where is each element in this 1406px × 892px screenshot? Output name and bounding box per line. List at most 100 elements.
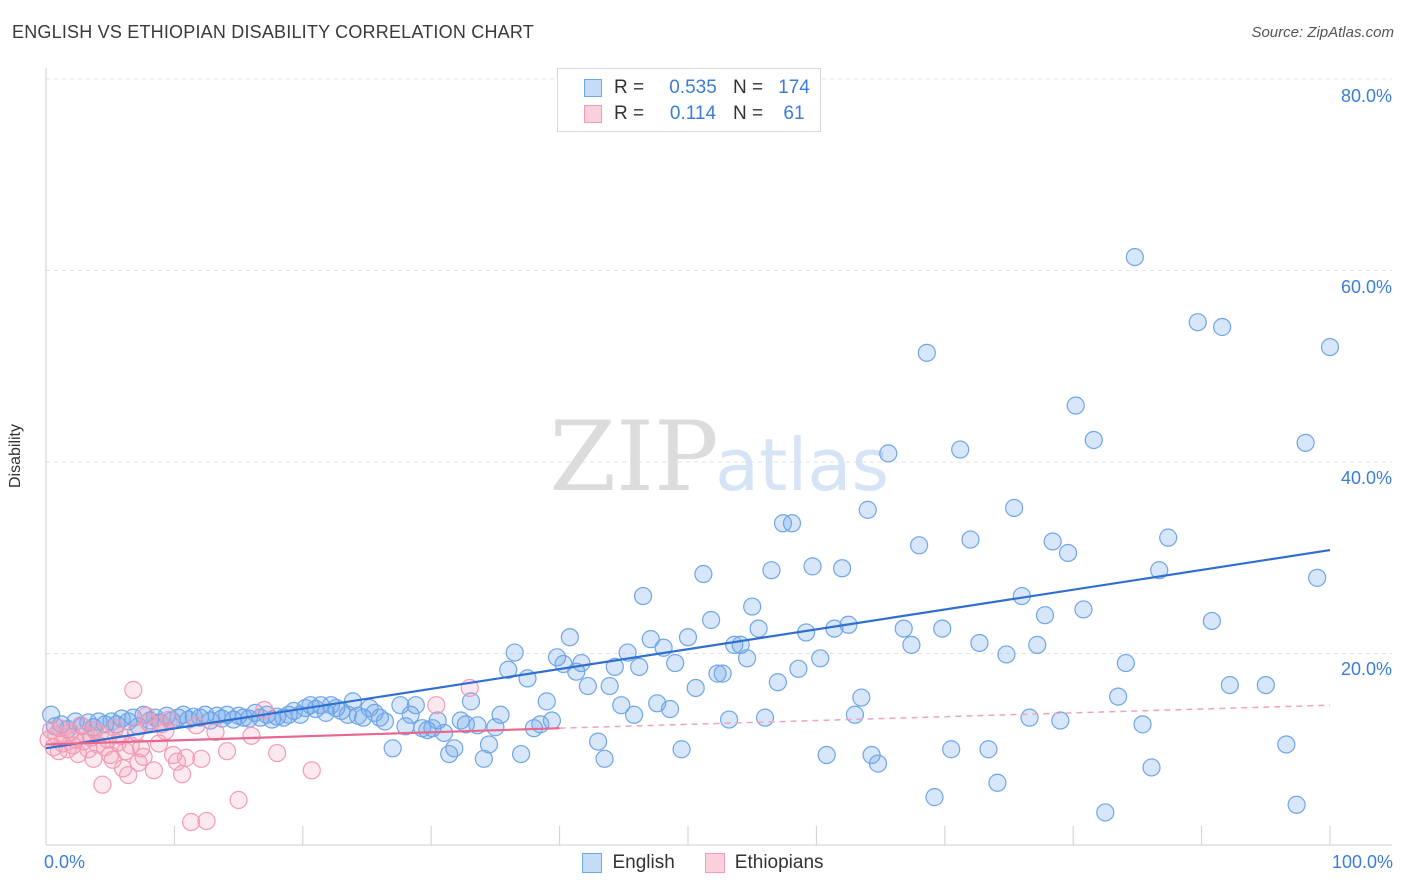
ethiopian-point — [206, 722, 225, 742]
english-point — [505, 643, 524, 662]
english-point — [894, 619, 913, 638]
english-point — [979, 740, 998, 759]
legend-row-ethiopians: R = 0.114 N = 61 — [584, 103, 820, 125]
n-value-english: 174 — [778, 77, 810, 98]
english-point — [951, 440, 970, 459]
legend-label-ethiopians: Ethiopians — [734, 852, 824, 873]
ethiopian-point — [192, 749, 211, 768]
english-point — [845, 705, 865, 724]
y-tick-label-80: 80.0% — [1340, 86, 1392, 106]
english-point — [572, 653, 591, 673]
english-point — [852, 688, 871, 707]
english-point — [660, 699, 680, 719]
english-point — [406, 696, 425, 715]
english-point — [1058, 543, 1078, 563]
english-point — [970, 633, 989, 653]
english-point — [988, 773, 1007, 792]
english-point — [537, 692, 556, 711]
english-point — [743, 597, 762, 616]
ethiopian-point — [302, 761, 321, 780]
english-point — [1125, 247, 1144, 267]
english-point — [589, 732, 608, 751]
ethiopian-point — [51, 719, 70, 738]
english-point — [768, 673, 787, 692]
english-point — [491, 705, 510, 724]
y-tick-label-40: 40.0% — [1340, 468, 1392, 488]
watermark-atlas: atlas — [715, 423, 889, 507]
english-point — [474, 749, 493, 768]
ethiopian-point — [134, 747, 153, 767]
english-point — [1142, 758, 1161, 777]
ethiopian-point — [229, 790, 248, 810]
legend-item-english[interactable]: English — [582, 852, 675, 874]
english-point — [401, 705, 420, 724]
ethiopian-point — [129, 753, 148, 772]
english-point — [605, 657, 624, 677]
english-point — [858, 500, 877, 519]
legend-label-english: English — [612, 852, 675, 873]
english-point — [595, 749, 614, 768]
english-point — [1320, 338, 1340, 357]
english-point — [832, 559, 852, 578]
english-point — [997, 645, 1016, 664]
english-point — [925, 788, 944, 807]
english-point — [942, 740, 961, 759]
english-point — [547, 648, 567, 667]
ethiopian-point — [217, 742, 237, 761]
series-legend: English Ethiopians — [0, 852, 1406, 874]
english-point — [440, 744, 459, 764]
english-point — [782, 514, 802, 533]
ethiopian-point — [176, 748, 196, 767]
english-point — [461, 692, 481, 711]
english-point — [666, 653, 685, 673]
english-point — [445, 739, 464, 758]
ethiopian-point — [93, 775, 112, 794]
english-point — [702, 610, 721, 630]
n-label: N = — [732, 103, 764, 124]
english-point — [755, 708, 775, 727]
english-point — [1150, 561, 1169, 580]
english-point — [542, 711, 561, 730]
english-point — [1084, 430, 1103, 450]
english-point — [678, 628, 698, 647]
english-point — [789, 659, 808, 678]
chart-title: ENGLISH VS ETHIOPIAN DISABILITY CORRELAT… — [12, 22, 534, 42]
english-point — [624, 705, 644, 724]
english-point — [1213, 317, 1232, 337]
ethiopian-point — [197, 811, 216, 831]
english-point — [1256, 675, 1275, 695]
english-point — [811, 649, 830, 668]
ethiopian-point — [427, 696, 446, 715]
ethiopian-point — [124, 680, 143, 699]
english-point — [1202, 611, 1221, 631]
legend-item-ethiopians[interactable]: Ethiopians — [704, 852, 824, 874]
english-point — [1109, 687, 1128, 706]
english-point — [713, 664, 732, 683]
y-tick-label-60: 60.0% — [1340, 277, 1392, 297]
english-point — [672, 740, 691, 759]
english-point — [1028, 635, 1047, 654]
english-point — [641, 630, 660, 649]
source-label: Source: ZipAtlas.com — [1251, 24, 1394, 41]
r-value-english: 0.535 — [669, 77, 717, 98]
x-tick-label-min: 0.0% — [44, 852, 86, 872]
english-point — [1188, 313, 1207, 332]
ethiopian-point — [119, 766, 138, 785]
english-point — [686, 678, 705, 698]
english-point — [1005, 498, 1024, 518]
english-point — [612, 696, 631, 715]
english-point — [511, 744, 531, 764]
r-value-ethiopians: 0.114 — [669, 103, 717, 124]
english-point — [910, 536, 929, 555]
english-point — [1296, 433, 1315, 452]
correlation-legend: R = 0.535 N = 174 R = 0.114 N = 61 — [557, 68, 821, 132]
english-point — [961, 530, 980, 549]
ethiopian-point — [173, 765, 192, 784]
n-label: N = — [732, 77, 764, 98]
english-point — [817, 745, 836, 765]
legend-swatch-ethiopians — [584, 105, 602, 123]
english-point — [1116, 653, 1135, 673]
english-point — [879, 444, 898, 463]
english-point — [633, 586, 653, 606]
